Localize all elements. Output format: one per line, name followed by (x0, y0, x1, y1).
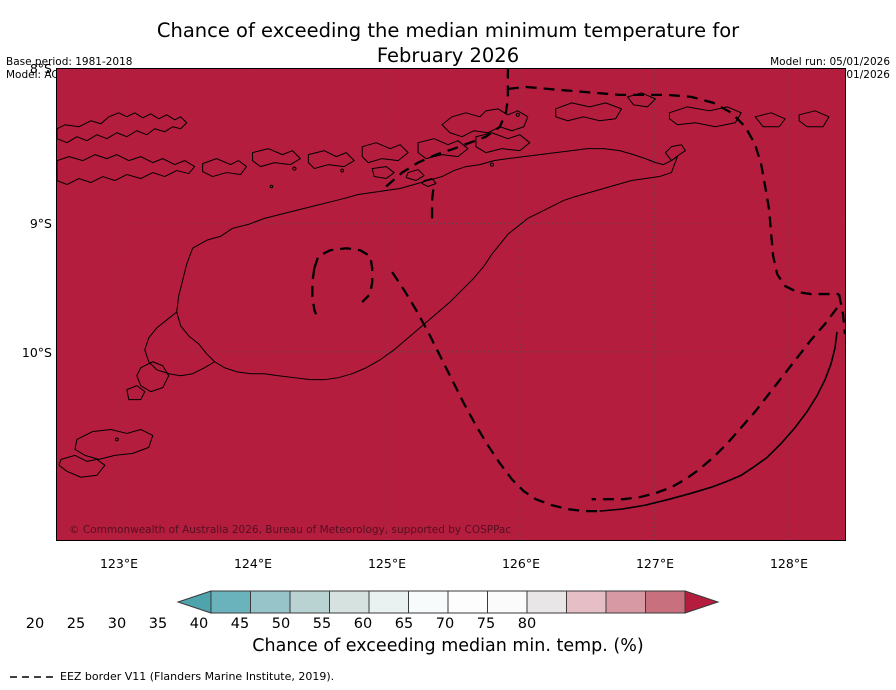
eez-border (311, 69, 845, 513)
ytick-8s: 8°S (29, 61, 52, 76)
cbtick-65: 65 (394, 616, 414, 632)
eez-dash-sample-icon (10, 675, 54, 678)
xtick-127e: 127°E (635, 556, 674, 571)
ytick-9s: 9°S (29, 216, 52, 231)
xtick-123e: 123°E (99, 556, 138, 571)
map-canvas (57, 69, 845, 540)
cbtick-80: 80 (517, 616, 537, 632)
cbtick-20: 20 (25, 616, 45, 632)
title-line-1: Chance of exceeding the median minimum t… (156, 19, 740, 42)
xtick-124e: 124°E (233, 556, 272, 571)
map-copyright: © Commonwealth of Australia 2026, Bureau… (69, 524, 512, 536)
xtick-125e: 125°E (367, 556, 406, 571)
map-coastlines (57, 92, 830, 478)
cbtick-60: 60 (353, 616, 373, 632)
colorbar-label: Chance of exceeding median min. temp. (%… (252, 636, 644, 656)
xtick-128e: 128°E (769, 556, 808, 571)
colorbar-swatches (176, 590, 720, 614)
ytick-10s: 10°S (21, 345, 52, 360)
base-period-text: Base period: 1981-2018 (6, 56, 133, 68)
cbtick-55: 55 (312, 616, 332, 632)
title-line-2: February 2026 (376, 44, 520, 67)
cbtick-30: 30 (107, 616, 127, 632)
page-title: Chance of exceeding the median minimum t… (0, 18, 896, 68)
cbtick-50: 50 (271, 616, 291, 632)
map-gridlines (57, 69, 845, 540)
cbtick-40: 40 (189, 616, 209, 632)
eez-solid-segment (599, 331, 838, 512)
xtick-126e: 126°E (501, 556, 540, 571)
footer-legend: EEZ border V11 (Flanders Marine Institut… (8, 670, 334, 683)
cbtick-45: 45 (230, 616, 250, 632)
colorbar[interactable] (176, 589, 720, 615)
cbtick-70: 70 (435, 616, 455, 632)
eez-note-text: EEZ border V11 (Flanders Marine Institut… (60, 670, 335, 683)
cbtick-75: 75 (476, 616, 496, 632)
cbtick-25: 25 (66, 616, 86, 632)
cbtick-35: 35 (148, 616, 168, 632)
model-run-text: Model run: 05/01/2026 (770, 56, 890, 68)
map-plot-area[interactable]: © Commonwealth of Australia 2026, Bureau… (56, 68, 846, 541)
